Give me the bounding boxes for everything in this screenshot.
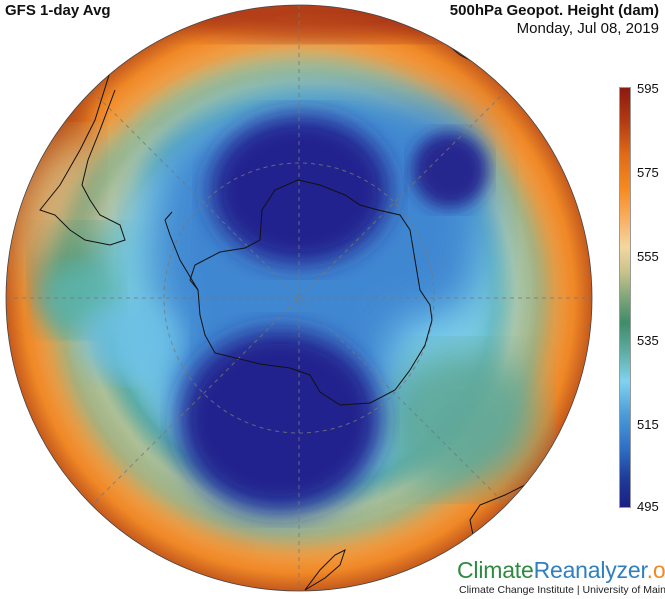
- colorbar: [619, 87, 631, 508]
- colorbar-tick-495: 495: [637, 499, 659, 514]
- colorbar-tick-555: 555: [637, 249, 659, 264]
- globe-outline: [5, 4, 593, 592]
- climatereanalyzer-logo[interactable]: ClimateReanalyzer.org: [457, 557, 665, 584]
- colorbar-tick-595: 595: [637, 81, 659, 96]
- variable-title: 500hPa Geopot. Height (dam): [449, 2, 659, 19]
- graticule: [6, 5, 592, 591]
- colorbar-tick-575: 575: [637, 165, 659, 180]
- brand-subtitle: Climate Change Institute | University of…: [459, 584, 665, 596]
- brand-part-org: .org: [646, 557, 665, 583]
- brand-part-reanalyzer: Reanalyzer: [533, 557, 647, 583]
- date-label: Monday, Jul 08, 2019: [516, 20, 659, 37]
- colorbar-tick-535: 535: [637, 333, 659, 348]
- polar-map: [5, 4, 593, 592]
- model-label: GFS 1-day Avg: [5, 2, 111, 19]
- colorbar-tick-515: 515: [637, 417, 659, 432]
- brand-part-climate: Climate: [457, 557, 534, 583]
